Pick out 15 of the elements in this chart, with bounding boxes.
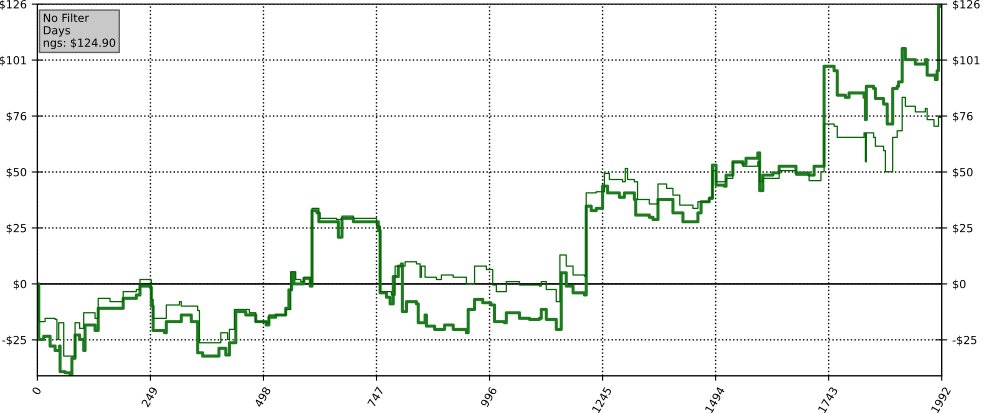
y-tick-label: $126 — [0, 0, 26, 10]
y2-tick-label: -$25 — [952, 336, 976, 346]
y2-tick-label: $25 — [953, 224, 972, 234]
y-tick-label: $25 — [6, 224, 26, 234]
y2-tick-label: $101 — [953, 56, 980, 66]
x-tick-label: 0 — [32, 386, 42, 396]
y2-tick-label: $126 — [953, 0, 980, 10]
y-tick-label: $101 — [0, 56, 26, 66]
y2-tick-label: $76 — [953, 112, 973, 122]
y-tick-label: $50 — [6, 168, 26, 178]
y-tick-label: -$25 — [2, 336, 26, 346]
y-tick-label: $76 — [6, 112, 26, 122]
y2-tick-label: $0 — [953, 280, 966, 290]
y2-tick-label: $50 — [953, 168, 973, 178]
y-tick-label: $0 — [14, 280, 26, 290]
